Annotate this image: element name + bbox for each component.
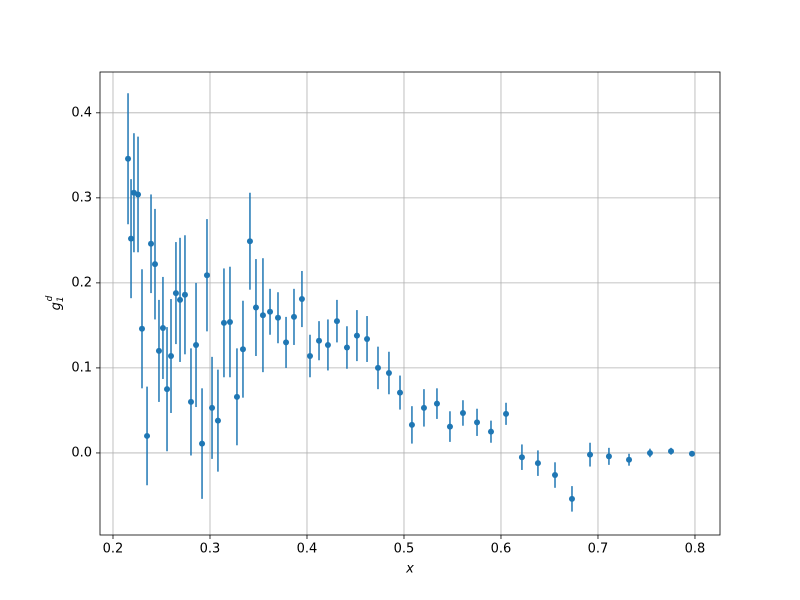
data-point bbox=[397, 389, 404, 396]
plot-frame bbox=[99, 71, 721, 536]
data-point bbox=[668, 448, 675, 455]
y-label-base: g bbox=[49, 302, 64, 310]
data-point bbox=[290, 313, 297, 320]
data-point bbox=[267, 308, 274, 315]
x-tick-label: 0.2 bbox=[103, 542, 124, 557]
y-tick-label: 0.4 bbox=[71, 105, 92, 120]
x-tick-label: 0.3 bbox=[200, 542, 221, 557]
data-point bbox=[226, 318, 233, 325]
data-point bbox=[239, 346, 246, 353]
data-point bbox=[209, 404, 216, 411]
data-point bbox=[626, 456, 633, 463]
data-point bbox=[446, 423, 453, 430]
data-point bbox=[283, 339, 290, 346]
data-point bbox=[316, 337, 323, 344]
data-point bbox=[181, 291, 188, 298]
data-point bbox=[298, 296, 305, 303]
data-point bbox=[168, 353, 175, 360]
data-point bbox=[220, 319, 227, 326]
data-point bbox=[646, 449, 653, 456]
x-tick-label: 0.8 bbox=[685, 542, 706, 557]
y-label-sub: 1 bbox=[56, 296, 66, 302]
data-point bbox=[518, 454, 525, 461]
data-point bbox=[274, 314, 281, 321]
data-point bbox=[688, 450, 695, 457]
data-point bbox=[433, 400, 440, 407]
data-point bbox=[568, 495, 575, 502]
data-point bbox=[324, 341, 331, 348]
data-point bbox=[193, 341, 200, 348]
x-tick-label: 0.4 bbox=[297, 542, 318, 557]
y-tick-label: 0.1 bbox=[71, 360, 92, 375]
data-point bbox=[534, 460, 541, 467]
data-point bbox=[252, 304, 259, 311]
data-point bbox=[353, 332, 360, 339]
x-tick-label: 0.7 bbox=[588, 542, 609, 557]
data-point bbox=[233, 393, 240, 400]
y-label-sup: d bbox=[45, 295, 55, 301]
data-point bbox=[151, 261, 158, 268]
data-point bbox=[177, 296, 184, 303]
data-point bbox=[148, 240, 155, 247]
data-point bbox=[203, 272, 210, 279]
data-point bbox=[487, 428, 494, 435]
data-point bbox=[128, 235, 135, 242]
y-axis-label: g1d bbox=[45, 295, 66, 310]
data-point bbox=[408, 421, 415, 428]
x-axis-label: x bbox=[405, 562, 414, 577]
data-point bbox=[246, 238, 253, 245]
data-point bbox=[385, 370, 392, 377]
data-point bbox=[333, 318, 340, 325]
data-point bbox=[199, 440, 206, 447]
data-point bbox=[605, 453, 612, 460]
data-point bbox=[587, 451, 594, 458]
data-point bbox=[552, 472, 559, 479]
data-point bbox=[135, 191, 142, 198]
data-point bbox=[374, 364, 381, 371]
data-point bbox=[474, 419, 481, 426]
data-point bbox=[420, 404, 427, 411]
data-point bbox=[503, 410, 510, 417]
data-point bbox=[164, 386, 171, 393]
data-point bbox=[214, 417, 221, 424]
data-point bbox=[459, 409, 466, 416]
data-point bbox=[343, 344, 350, 351]
data-point bbox=[187, 398, 194, 405]
x-tick-label: 0.6 bbox=[491, 542, 512, 557]
data-point bbox=[144, 432, 151, 439]
data-point bbox=[259, 312, 266, 319]
data-point bbox=[172, 290, 179, 297]
data-point bbox=[138, 325, 145, 332]
y-tick-label: 0.2 bbox=[71, 275, 92, 290]
data-point bbox=[155, 347, 162, 354]
data-point bbox=[125, 155, 132, 162]
x-tick-label: 0.5 bbox=[394, 542, 415, 557]
data-point bbox=[159, 324, 166, 331]
data-point bbox=[306, 353, 313, 360]
y-tick-label: 0.0 bbox=[71, 445, 92, 460]
data-point bbox=[364, 336, 371, 343]
y-tick-label: 0.3 bbox=[71, 190, 92, 205]
